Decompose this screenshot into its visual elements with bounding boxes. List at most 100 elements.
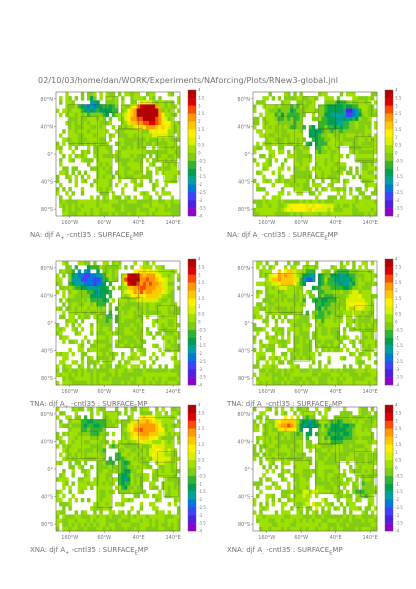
- data-cell: [299, 294, 303, 299]
- data-cell: [152, 368, 156, 373]
- data-cell: [74, 514, 78, 519]
- data-cell: [136, 356, 140, 361]
- data-cell: [59, 411, 63, 416]
- data-cell: [80, 92, 85, 97]
- data-cell: [346, 137, 350, 142]
- colorbar-swatch: [188, 290, 196, 299]
- data-cell: [99, 473, 103, 478]
- data-cell: [293, 335, 297, 340]
- data-cell: [296, 96, 300, 101]
- data-cell: [268, 380, 272, 386]
- data-cell: [102, 129, 106, 134]
- data-cell: [158, 380, 162, 386]
- data-cell: [302, 415, 306, 420]
- y-tick-label: 40°S: [41, 349, 53, 355]
- data-cell: [90, 100, 94, 105]
- data-cell: [333, 120, 337, 126]
- data-cell: [355, 306, 359, 311]
- data-cell: [256, 364, 260, 369]
- data-cell: [265, 372, 269, 378]
- data-cell: [56, 522, 60, 528]
- data-cell: [164, 108, 168, 113]
- data-cell: [290, 203, 294, 209]
- data-cell: [102, 331, 106, 336]
- data-cell: [330, 380, 334, 386]
- data-cell: [173, 174, 178, 180]
- data-cell: [167, 170, 171, 175]
- data-cell: [311, 207, 316, 213]
- data-cell: [161, 108, 165, 113]
- data-cell: [130, 298, 134, 303]
- data-cell: [271, 277, 275, 282]
- data-cell: [87, 269, 91, 274]
- data-cell: [170, 285, 175, 291]
- data-cell: [68, 187, 72, 192]
- data-cell: [277, 108, 282, 113]
- data-cell: [161, 302, 165, 307]
- data-cell: [114, 423, 119, 428]
- data-cell: [130, 145, 134, 151]
- data-cell: [130, 440, 134, 445]
- data-cell: [124, 141, 128, 147]
- data-cell: [364, 302, 368, 307]
- data-cell: [346, 372, 350, 378]
- data-cell: [77, 323, 82, 328]
- data-cell: [133, 154, 137, 159]
- data-cell: [164, 289, 168, 295]
- x-tick-label: 40°E: [133, 220, 145, 226]
- data-cell: [315, 323, 319, 328]
- data-cell: [358, 298, 362, 303]
- data-cell: [71, 360, 75, 365]
- data-cell: [265, 191, 269, 196]
- x-tick-label: 140°E: [166, 220, 181, 226]
- data-cell: [299, 327, 303, 332]
- data-cell: [352, 125, 356, 130]
- data-cell: [367, 120, 372, 126]
- data-cell: [133, 112, 137, 118]
- data-cell: [80, 203, 85, 209]
- data-cell: [333, 427, 337, 433]
- data-cell: [71, 435, 75, 441]
- data-cell: [321, 376, 325, 382]
- data-cell: [268, 306, 272, 311]
- data-cell: [114, 415, 119, 420]
- colorbar-swatch: [188, 121, 196, 130]
- data-cell: [308, 273, 313, 278]
- data-cell: [121, 518, 125, 524]
- data-cell: [136, 96, 140, 101]
- data-cell: [265, 145, 269, 151]
- data-cell: [293, 170, 297, 175]
- data-cell: [161, 526, 165, 532]
- data-cell: [77, 104, 82, 109]
- data-cell: [367, 327, 372, 332]
- data-cell: [284, 351, 288, 357]
- data-cell: [290, 360, 294, 365]
- data-cell: [349, 203, 353, 209]
- data-cell: [302, 281, 306, 287]
- data-cell: [102, 460, 106, 466]
- data-cell: [65, 265, 69, 270]
- data-cell: [367, 281, 372, 287]
- data-cell: [80, 518, 85, 524]
- data-cell: [167, 281, 171, 287]
- data-cell: [253, 125, 257, 130]
- data-cell: [321, 112, 325, 118]
- data-cell: [152, 203, 156, 209]
- data-cell: [136, 182, 140, 188]
- data-cell: [145, 174, 150, 180]
- data-cell: [102, 277, 106, 282]
- data-cell: [108, 522, 113, 528]
- data-cell: [346, 427, 350, 433]
- data-cell: [259, 112, 263, 118]
- y-tick-label: 40°S: [238, 349, 250, 355]
- data-cell: [355, 199, 359, 204]
- data-cell: [361, 273, 365, 278]
- data-cell: [176, 423, 181, 428]
- colorbar-swatch: [188, 168, 196, 177]
- data-cell: [167, 92, 171, 97]
- data-cell: [80, 104, 85, 109]
- data-cell: [170, 464, 175, 470]
- data-cell: [308, 419, 313, 424]
- data-cell: [170, 376, 175, 382]
- data-cell: [170, 273, 175, 278]
